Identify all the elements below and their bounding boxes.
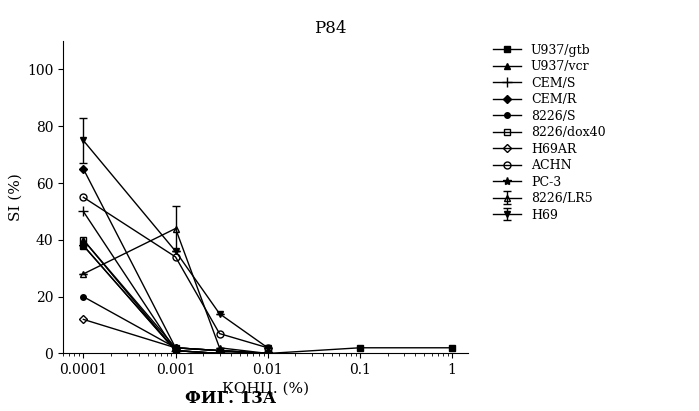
ACHN (215, 331, 224, 336)
U937/gtb (264, 351, 272, 356)
U937/gtb (171, 348, 180, 353)
CEM/S (264, 351, 272, 356)
Line: 8226/S: 8226/S (80, 294, 271, 356)
Line: CEM/R: CEM/R (80, 166, 271, 356)
U937/vcr (215, 351, 224, 356)
Line: 8226/dox40: 8226/dox40 (80, 236, 271, 357)
Y-axis label: SI (%): SI (%) (8, 173, 22, 221)
Line: PC-3: PC-3 (79, 241, 272, 358)
PC-3 (171, 348, 180, 353)
PC-3 (264, 351, 272, 356)
H69AR (79, 317, 87, 322)
Line: CEM/S: CEM/S (78, 207, 273, 358)
CEM/S (79, 209, 87, 214)
U937/gtb (356, 345, 364, 350)
Line: U937/vcr: U937/vcr (80, 236, 271, 357)
U937/gtb (448, 345, 456, 350)
8226/S (79, 294, 87, 299)
8226/S (171, 345, 180, 350)
H69AR (264, 351, 272, 356)
X-axis label: КОНЦ. (%): КОНЦ. (%) (222, 381, 309, 395)
CEM/S (171, 348, 180, 353)
8226/S (264, 351, 272, 356)
U937/vcr (171, 348, 180, 353)
8226/dox40 (215, 348, 224, 353)
U937/vcr (79, 238, 87, 242)
Legend: U937/gtb, U937/vcr, CEM/S, CEM/R, 8226/S, 8226/dox40, H69AR, ACHN, PC-3, 8226/LR: U937/gtb, U937/vcr, CEM/S, CEM/R, 8226/S… (491, 41, 608, 224)
H69AR (171, 345, 180, 350)
Line: H69AR: H69AR (80, 316, 271, 356)
CEM/R (264, 351, 272, 356)
8226/dox40 (171, 345, 180, 350)
U937/gtb (79, 243, 87, 248)
H69AR (215, 348, 224, 353)
8226/dox40 (264, 351, 272, 356)
PC-3 (79, 243, 87, 248)
Text: ФИГ. 13A: ФИГ. 13A (185, 390, 276, 407)
Text: P84: P84 (315, 20, 347, 37)
CEM/R (171, 345, 180, 350)
CEM/R (79, 166, 87, 171)
PC-3 (215, 351, 224, 356)
8226/dox40 (79, 238, 87, 242)
ACHN (79, 195, 87, 200)
U937/gtb (215, 351, 224, 356)
8226/S (215, 348, 224, 353)
CEM/S (215, 351, 224, 356)
Line: U937/gtb: U937/gtb (80, 242, 456, 357)
ACHN (264, 345, 272, 350)
ACHN (171, 254, 180, 259)
CEM/R (215, 348, 224, 353)
U937/vcr (264, 351, 272, 356)
Line: ACHN: ACHN (80, 194, 271, 351)
